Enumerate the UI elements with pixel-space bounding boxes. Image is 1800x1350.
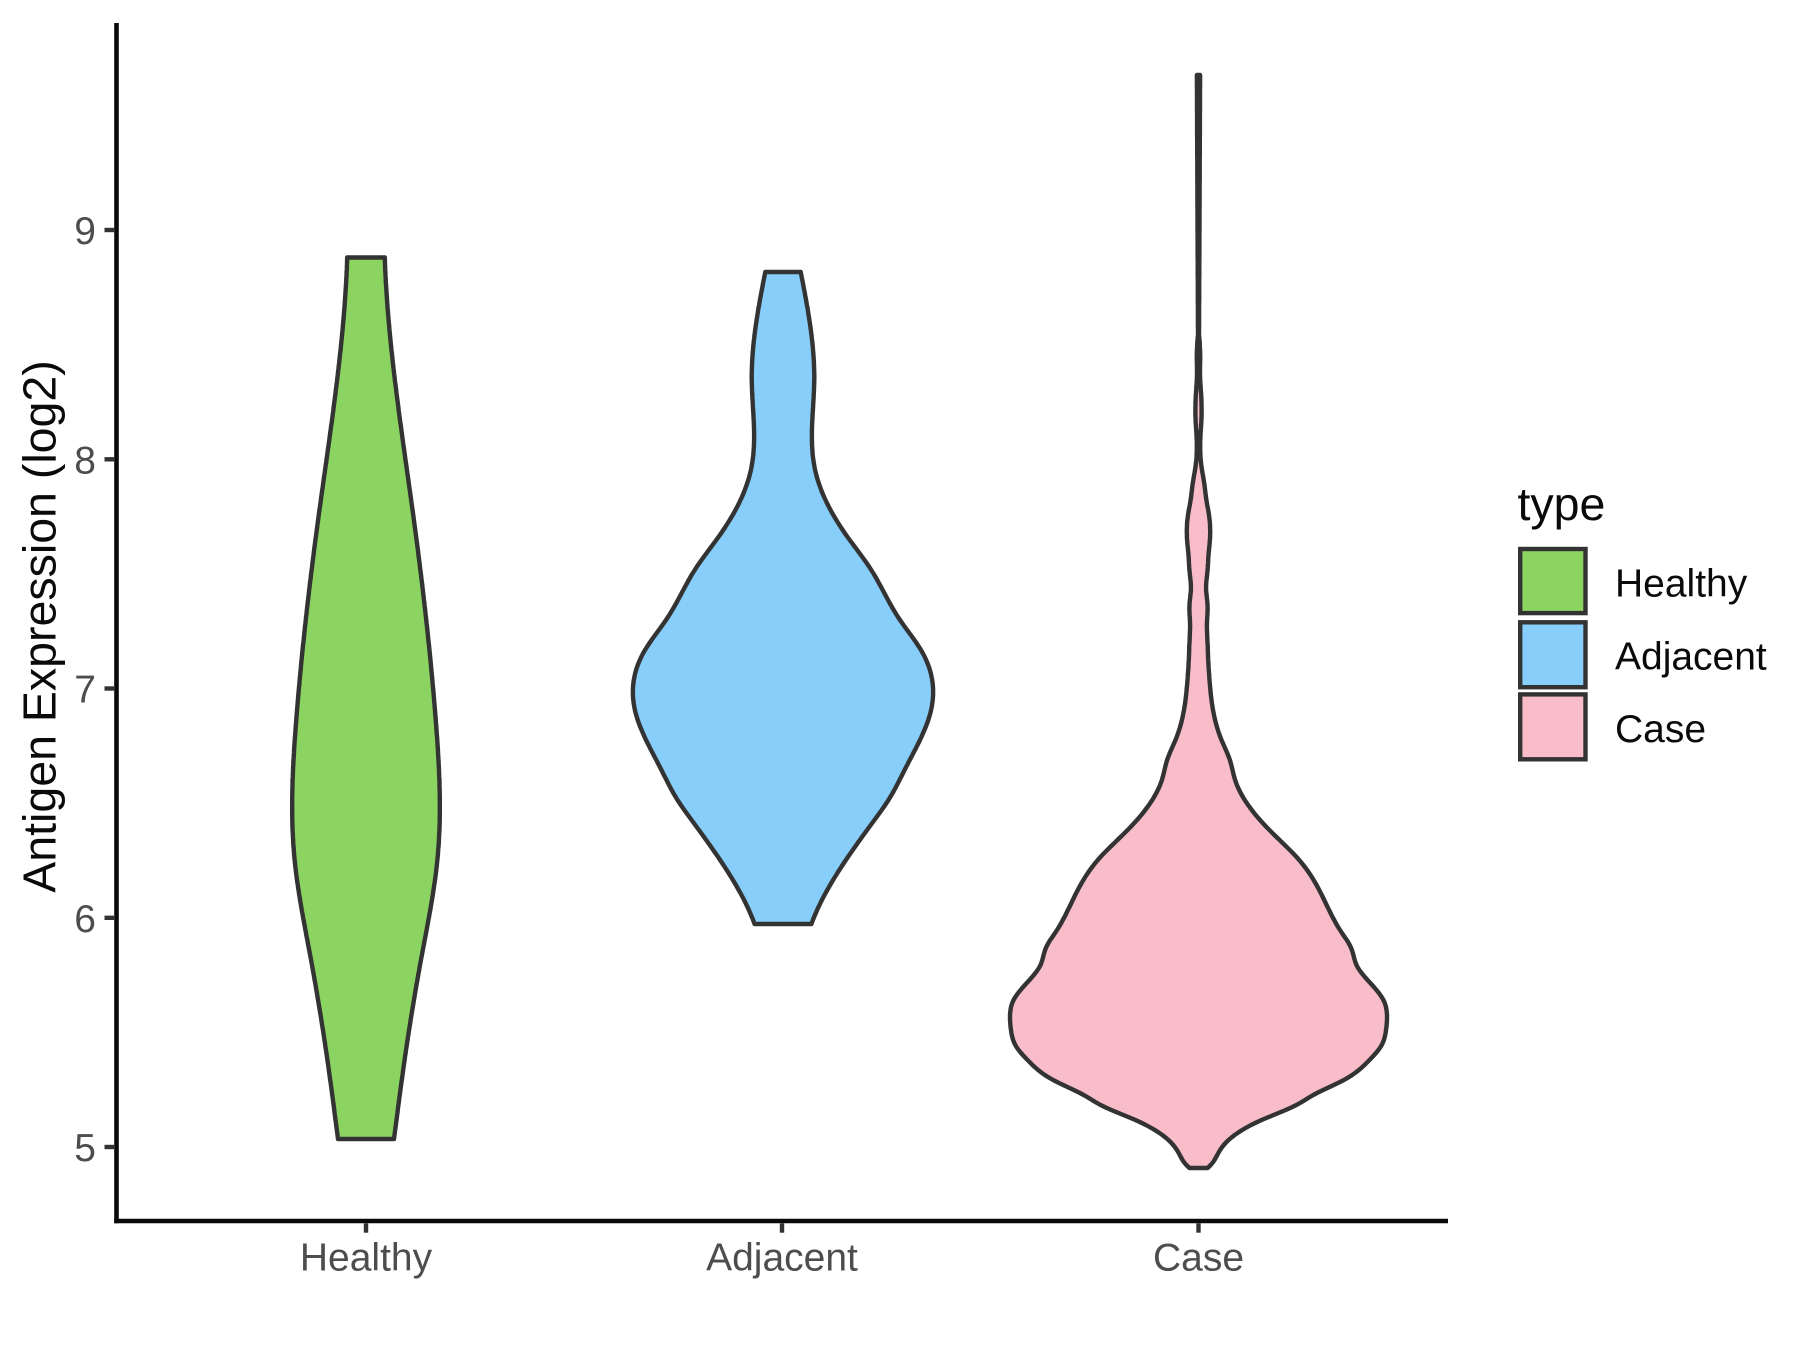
svg-text:Healthy: Healthy [300,1237,433,1280]
svg-text:Adjacent: Adjacent [1615,635,1767,678]
svg-text:6: 6 [74,898,96,941]
svg-text:9: 9 [74,210,96,253]
svg-text:7: 7 [74,669,96,712]
svg-text:5: 5 [74,1127,96,1170]
svg-text:Healthy: Healthy [1615,563,1748,606]
svg-text:type: type [1518,478,1606,530]
svg-text:Adjacent: Adjacent [706,1237,858,1280]
svg-text:Antigen Expression (log2): Antigen Expression (log2) [14,360,66,892]
svg-text:8: 8 [74,440,96,483]
svg-text:Case: Case [1615,708,1706,751]
svg-text:Case: Case [1153,1237,1244,1280]
